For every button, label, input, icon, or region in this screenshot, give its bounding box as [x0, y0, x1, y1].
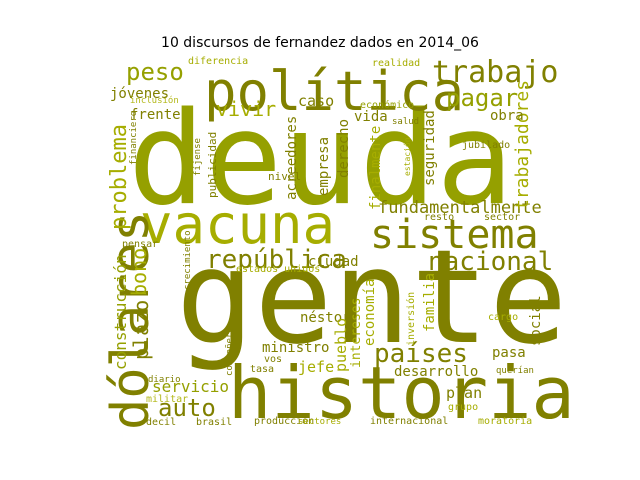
word-grupo: grupo: [448, 402, 478, 413]
word-jefe: jefe: [298, 358, 334, 376]
word-política: política: [204, 60, 464, 123]
word-derecho: derecho: [336, 119, 352, 178]
word-sectores: sectores: [298, 417, 341, 427]
word-salud: salud: [392, 117, 419, 127]
word-compañero: compañero: [225, 327, 235, 376]
word-servicio: servicio: [152, 377, 229, 396]
word-frente: frente: [130, 107, 181, 123]
word-finalmente: finalmente: [368, 126, 384, 210]
word-países: países: [374, 339, 468, 369]
word-fundamentalmente: fundamentalmente: [378, 198, 542, 218]
word-querían: querían: [496, 366, 534, 376]
word-dólares: dólares: [101, 211, 161, 430]
word-estación: estación: [402, 137, 412, 176]
word-diferencia: diferencia: [188, 56, 248, 67]
word-caso: caso: [298, 92, 334, 110]
word-pagar: pagar: [446, 84, 518, 112]
word-vos: vos: [264, 354, 282, 365]
word-estados-unidos: estados unidos: [236, 264, 320, 275]
word-ministro: ministro: [262, 340, 329, 356]
word-plazo: plazo: [129, 300, 153, 360]
word-pensar: pensar: [122, 239, 158, 250]
word-construcción: construcción: [111, 254, 130, 370]
word-vivir: vivir: [216, 97, 276, 121]
word-realidad: realidad: [372, 58, 420, 69]
word-vacuna: vacuna: [140, 193, 335, 256]
word-gente: gente: [176, 221, 567, 373]
word-historia: historia: [228, 351, 575, 435]
word-trabajadores: trabajadores: [512, 80, 533, 210]
word-obra: obra: [490, 108, 524, 124]
word-ciudad: ciudad: [308, 254, 359, 270]
word-jóvenes: jóvenes: [110, 86, 169, 102]
word-pugo: pugo: [522, 299, 544, 309]
word-militar: militar: [146, 394, 188, 405]
word-decil: decil: [146, 417, 176, 428]
word-jubilado: jubilado: [462, 140, 510, 151]
word-internacional: internacional: [370, 416, 448, 427]
word-pasa: pasa: [492, 345, 526, 361]
word-plan: plan: [446, 384, 482, 402]
word-publicidad: publicidad: [206, 132, 219, 198]
word-cargo: cargo: [488, 312, 518, 323]
word-familia: familia: [422, 273, 438, 332]
word-inclusión: inclusión: [130, 95, 179, 106]
word-república: república: [206, 245, 347, 275]
word-trabajo: trabajo: [432, 55, 558, 90]
word-acreedores: acreedores: [284, 116, 300, 200]
word-problema: problema: [107, 124, 132, 230]
word-sistema: sistema: [370, 212, 539, 258]
word-sector: sector: [484, 212, 520, 223]
word-economía: economía: [362, 279, 378, 346]
word-resto: resto: [424, 212, 454, 223]
word-brasil: brasil: [196, 417, 232, 428]
word-intereses: intereses: [349, 298, 364, 368]
word-financiero: financiero: [129, 111, 139, 165]
word-moratoria: moratoria: [478, 416, 532, 427]
word-nivel: nivel: [268, 170, 301, 183]
word-social: social: [528, 295, 544, 346]
word-vida: vida: [354, 109, 388, 125]
word-desarrollo: desarrollo: [394, 364, 478, 380]
word-crecimiento: crecimiento: [183, 230, 193, 290]
word-inversión: inversión: [405, 292, 417, 346]
chart-title: 10 discursos de fernandez dados en 2014_…: [161, 35, 479, 51]
word-empresa: empresa: [316, 137, 332, 196]
word-pueblo: pueblo: [332, 318, 350, 372]
word-económico: económico: [360, 99, 414, 111]
word-nacional: nacional: [428, 247, 553, 277]
word-seguridad: seguridad: [422, 110, 438, 186]
word-peso: peso: [126, 58, 184, 86]
word-auto: auto: [158, 394, 216, 422]
word-bono: bono: [127, 248, 151, 296]
word-producción: producción: [254, 415, 314, 427]
word-fíjense: fíjense: [193, 138, 203, 176]
word-néstor: néstor: [300, 310, 351, 326]
word-tasa: tasa: [250, 364, 274, 375]
word-deuda: deuda: [128, 85, 513, 234]
word-diario: diario: [148, 375, 181, 385]
